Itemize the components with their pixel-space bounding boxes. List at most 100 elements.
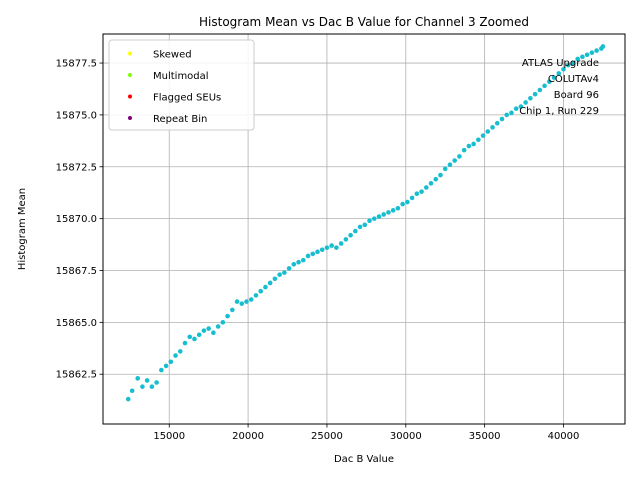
chart-title: Histogram Mean vs Dac B Value for Channe… <box>199 15 529 29</box>
data-point <box>282 270 287 275</box>
y-tick-label: 15862.5 <box>56 370 97 381</box>
data-point <box>414 191 420 197</box>
data-point <box>584 52 590 58</box>
data-point <box>367 218 372 224</box>
data-point <box>319 247 325 253</box>
data-point <box>144 378 150 383</box>
data-point <box>125 396 131 402</box>
legend-label: Skewed <box>153 50 192 61</box>
data-point <box>277 272 282 277</box>
data-point <box>476 137 481 143</box>
legend-marker <box>128 51 132 56</box>
data-point <box>338 241 344 246</box>
data-point <box>600 44 606 49</box>
data-point <box>163 363 169 369</box>
data-point <box>589 50 595 55</box>
data-point <box>485 129 491 134</box>
x-axis-label: Dac B Value <box>334 454 394 465</box>
data-point <box>267 280 273 286</box>
data-point <box>442 166 448 172</box>
y-axis-label: Histogram Mean <box>17 188 28 270</box>
data-point <box>400 201 405 207</box>
data-point <box>461 147 467 153</box>
data-point <box>561 66 566 72</box>
y-tick-label: 15865.0 <box>56 318 97 329</box>
legend-marker <box>128 73 132 77</box>
x-tick-label: 30000 <box>390 431 422 442</box>
data-point <box>215 324 221 329</box>
data-point <box>253 293 259 298</box>
data-point <box>504 112 510 118</box>
data-point <box>362 222 368 228</box>
data-point <box>532 91 538 97</box>
data-point <box>173 353 178 358</box>
data-point <box>371 216 377 221</box>
data-point <box>409 195 415 201</box>
data-point <box>168 359 174 365</box>
data-point <box>305 253 311 259</box>
data-point <box>513 106 519 111</box>
data-point <box>428 181 434 186</box>
annotation-line: Board 96 <box>554 90 599 101</box>
data-points <box>125 44 606 402</box>
x-tick-label: 35000 <box>469 431 501 442</box>
data-point <box>490 125 495 130</box>
data-point <box>405 199 410 205</box>
data-point <box>225 313 230 319</box>
data-point <box>390 208 396 213</box>
legend-marker <box>128 94 132 99</box>
data-point <box>353 228 358 234</box>
data-point <box>386 210 391 215</box>
data-point <box>329 243 334 248</box>
data-point <box>324 245 330 250</box>
legend-label: Multimodal <box>153 71 209 82</box>
data-point <box>315 249 320 255</box>
data-point <box>433 176 439 182</box>
data-point <box>177 349 183 354</box>
annotation-line: ATLAS Upgrade <box>522 58 599 69</box>
data-point <box>381 212 387 217</box>
y-tick-label: 15867.5 <box>56 266 97 277</box>
data-point <box>438 172 443 178</box>
data-point <box>547 79 552 85</box>
data-point <box>509 110 514 116</box>
data-point <box>565 62 571 68</box>
y-axis-ticks: 15862.5 15865.0 15867.5 15870.0 15872.5 15875… <box>56 59 103 381</box>
data-point <box>542 83 547 89</box>
data-point <box>575 56 580 62</box>
data-point <box>580 54 585 60</box>
y-tick-label: 15870.0 <box>56 214 97 225</box>
legend-box <box>108 39 255 131</box>
data-point <box>419 189 424 194</box>
data-point <box>159 367 164 373</box>
data-point <box>376 214 382 219</box>
data-point <box>518 104 524 109</box>
data-point <box>537 87 543 93</box>
data-point <box>466 143 472 149</box>
data-point <box>230 307 235 313</box>
y-tick-label: 15872.5 <box>56 162 97 173</box>
data-point <box>263 284 268 290</box>
data-point <box>286 266 292 271</box>
data-point <box>154 380 159 385</box>
data-point <box>149 384 155 389</box>
data-point <box>528 96 533 101</box>
annotation-line: COLUTAv4 <box>548 74 599 85</box>
data-point <box>343 237 349 242</box>
data-point <box>556 71 562 76</box>
x-tick-label: 40000 <box>548 431 580 442</box>
data-point <box>248 297 254 302</box>
data-point <box>258 288 264 294</box>
data-point <box>551 75 557 80</box>
legend: Skewed Multimodal Flagged SEUs Repeat Bin <box>108 39 255 131</box>
data-point <box>357 224 363 230</box>
data-point <box>499 116 505 122</box>
data-point <box>192 336 197 342</box>
data-point <box>423 185 429 190</box>
data-point <box>471 141 476 147</box>
x-axis-ticks: 15000 20000 25000 30000 35000 40000 <box>153 424 579 442</box>
data-point <box>395 205 401 211</box>
data-point <box>296 259 301 265</box>
data-point <box>523 100 528 105</box>
